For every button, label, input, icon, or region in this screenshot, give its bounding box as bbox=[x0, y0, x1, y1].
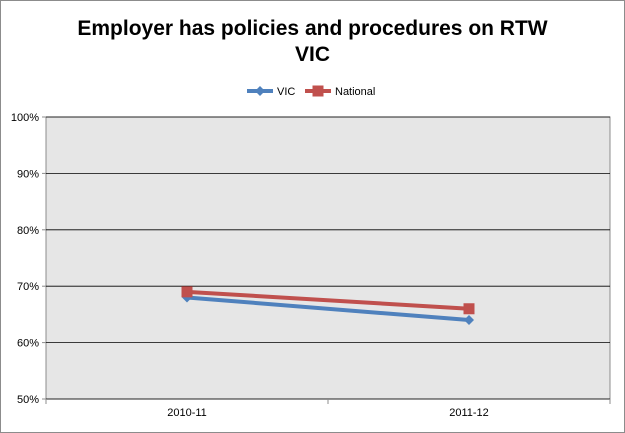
y-tick-label: 60% bbox=[17, 338, 39, 350]
y-tick-label: 80% bbox=[17, 225, 39, 237]
data-point-national bbox=[181, 286, 193, 298]
legend-marker-national bbox=[312, 85, 324, 97]
y-tick-label: 100% bbox=[11, 112, 39, 124]
x-tick-label: 2011-12 bbox=[449, 407, 489, 419]
legend-marker-vic bbox=[255, 86, 265, 96]
y-tick-label: 70% bbox=[17, 281, 39, 293]
y-tick-label: 50% bbox=[17, 394, 39, 406]
chart-title-line-1: Employer has policies and procedures on … bbox=[77, 17, 548, 40]
legend-label-vic: VIC bbox=[277, 86, 295, 98]
legend-label-national: National bbox=[335, 86, 375, 98]
x-tick-label: 2010-11 bbox=[167, 407, 207, 419]
data-point-national bbox=[463, 303, 475, 315]
y-tick-label: 90% bbox=[17, 168, 39, 180]
series-line-national bbox=[186, 289, 470, 311]
data-point-vic bbox=[464, 315, 474, 326]
chart-title-line-2: VIC bbox=[294, 43, 330, 66]
series-line-vic bbox=[186, 295, 470, 323]
plot-area bbox=[45, 116, 611, 400]
